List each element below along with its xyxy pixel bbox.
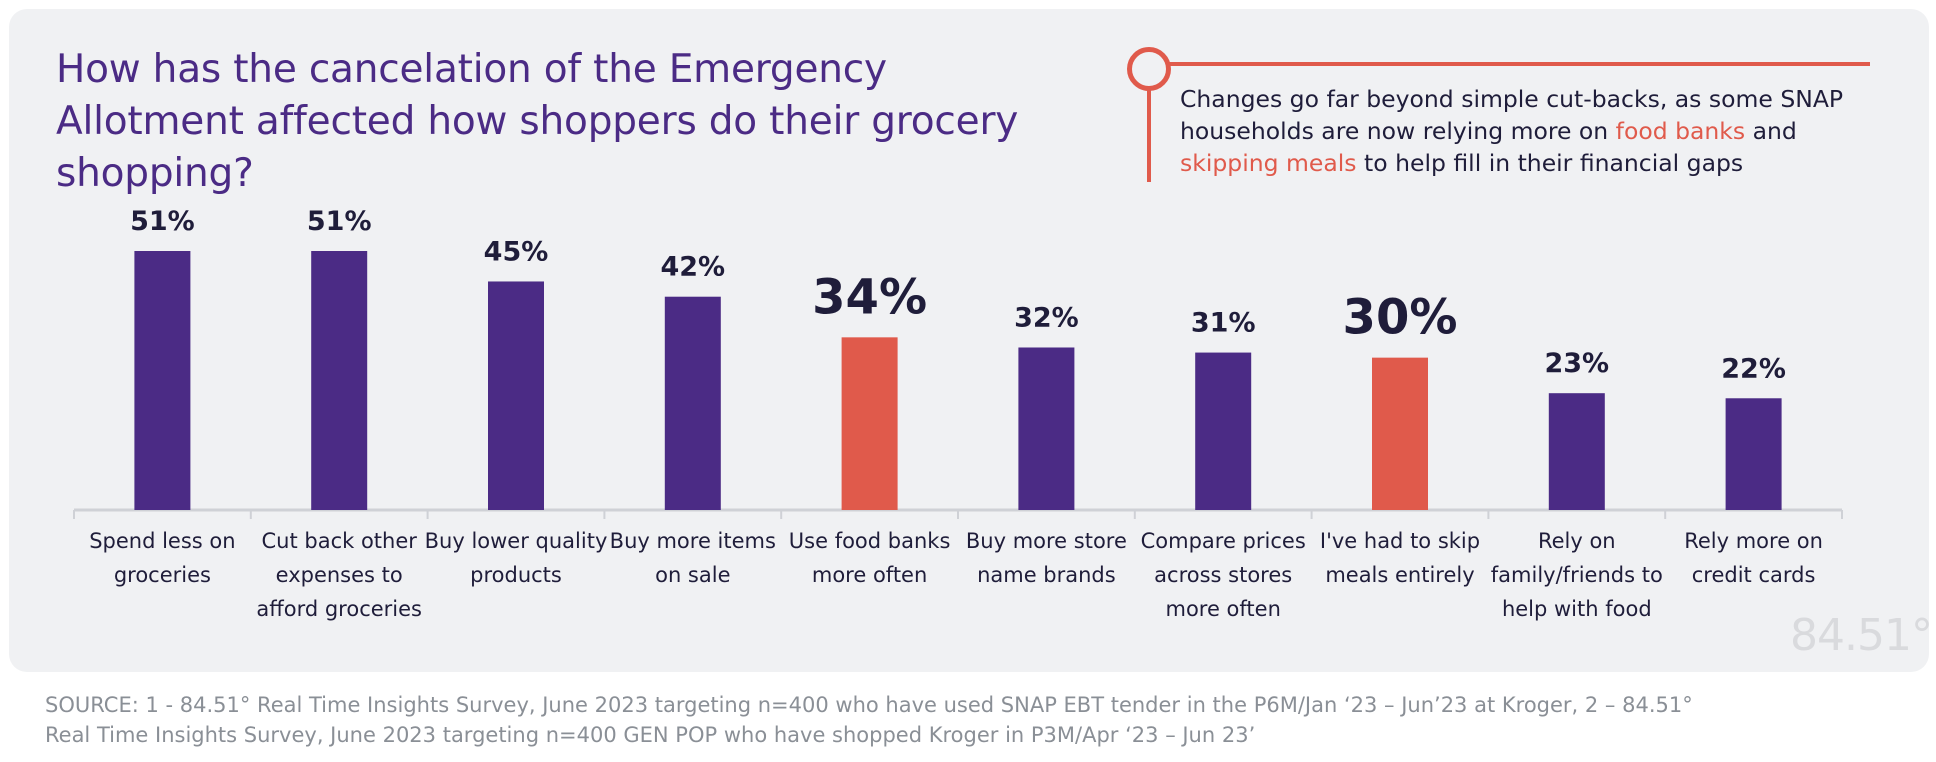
category-label-line: Compare prices [1141,529,1306,553]
bar-3 [488,281,544,510]
category-label-line: help with food [1502,597,1652,621]
category-label-3: Buy lower quality products [425,529,608,587]
category-label-1: Spend less on groceries [89,529,235,587]
bar-1 [134,251,191,510]
callout-text-part2: and [1745,117,1797,145]
category-label-4: Buy more items on sale [610,529,776,587]
category-label-9: Rely on family/friends to help with food [1491,529,1663,621]
callout-text: Changes go far beyond simple cut-backs, … [1180,83,1880,179]
category-label-5: Use food banks more often [789,529,951,587]
value-label-4: 42% [660,252,725,283]
value-label-1: 51% [130,206,195,237]
category-label-line: afford groceries [256,597,422,621]
category-label-line: meals entirely [1325,563,1474,587]
callout-highlight-food-banks: food banks [1615,117,1746,145]
source-note: SOURCE: 1 - 84.51° Real Time Insights Su… [45,690,1875,750]
value-label-6: 32% [1014,302,1079,333]
category-label-line: across stores [1154,563,1292,587]
category-label-line: Rely more on [1684,529,1823,553]
brand-logo: 84.51° [1790,610,1933,661]
bar-9 [1548,393,1605,510]
callout-horizontal-rule [1165,62,1870,66]
value-label-10: 22% [1721,353,1786,384]
category-label-line: Rely on [1538,529,1616,553]
value-label-7: 31% [1191,308,1256,339]
category-label-line: groceries [114,563,211,587]
category-label-2: Cut back other expenses to afford grocerie… [256,529,422,621]
callout-circle-icon [1127,47,1171,91]
category-label-line: Spend less on [89,529,235,553]
callout-highlight-skipping-meals: skipping meals [1180,149,1357,177]
category-label-line: Use food banks [789,529,951,553]
category-label-line: more often [812,563,927,587]
category-label-line: credit cards [1692,563,1816,587]
category-label-line: products [470,563,562,587]
source-line-1: SOURCE: 1 - 84.51° Real Time Insights Su… [45,693,1693,717]
category-label-line: I've had to skip [1320,529,1480,553]
category-label-8: I've had to skip meals entirely [1320,529,1480,587]
bar-7 [1195,352,1252,510]
chart-title: How has the cancelation of the Emergency… [56,47,1019,196]
category-label-line: Buy more items [610,529,776,553]
category-label-line: Buy more store [966,529,1127,553]
category-label-7: Compare prices across stores more often [1141,529,1306,621]
category-label-line: family/friends to [1491,563,1663,587]
category-label-line: more often [1165,597,1280,621]
category-label-line: name brands [977,563,1116,587]
bar-6 [1018,347,1075,510]
bar-10 [1725,398,1782,510]
callout-text-part3: to help fill in their financial gaps [1356,149,1744,177]
bar-2 [311,251,368,510]
value-label-2: 51% [307,206,372,237]
callout-vertical-rule [1147,86,1151,182]
bar-8 [1372,357,1428,510]
category-label-line: on sale [655,563,730,587]
category-label-6: Buy more store name brands [966,529,1127,587]
bar-5 [841,337,898,510]
category-label-line: Cut back other [261,529,417,553]
bar-4 [664,296,721,510]
callout-text-part1: Changes go far beyond simple cut-backs, … [1180,85,1844,145]
value-label-5: 34% [812,269,927,325]
category-label-10: Rely more on credit cards [1684,529,1823,587]
value-label-9: 23% [1544,348,1609,379]
source-line-2: Real Time Insights Survey, June 2023 tar… [45,723,1256,747]
value-label-8: 30% [1343,290,1458,346]
category-label-line: expenses to [276,563,403,587]
category-label-line: Buy lower quality [425,529,608,553]
value-label-3: 45% [484,236,549,267]
